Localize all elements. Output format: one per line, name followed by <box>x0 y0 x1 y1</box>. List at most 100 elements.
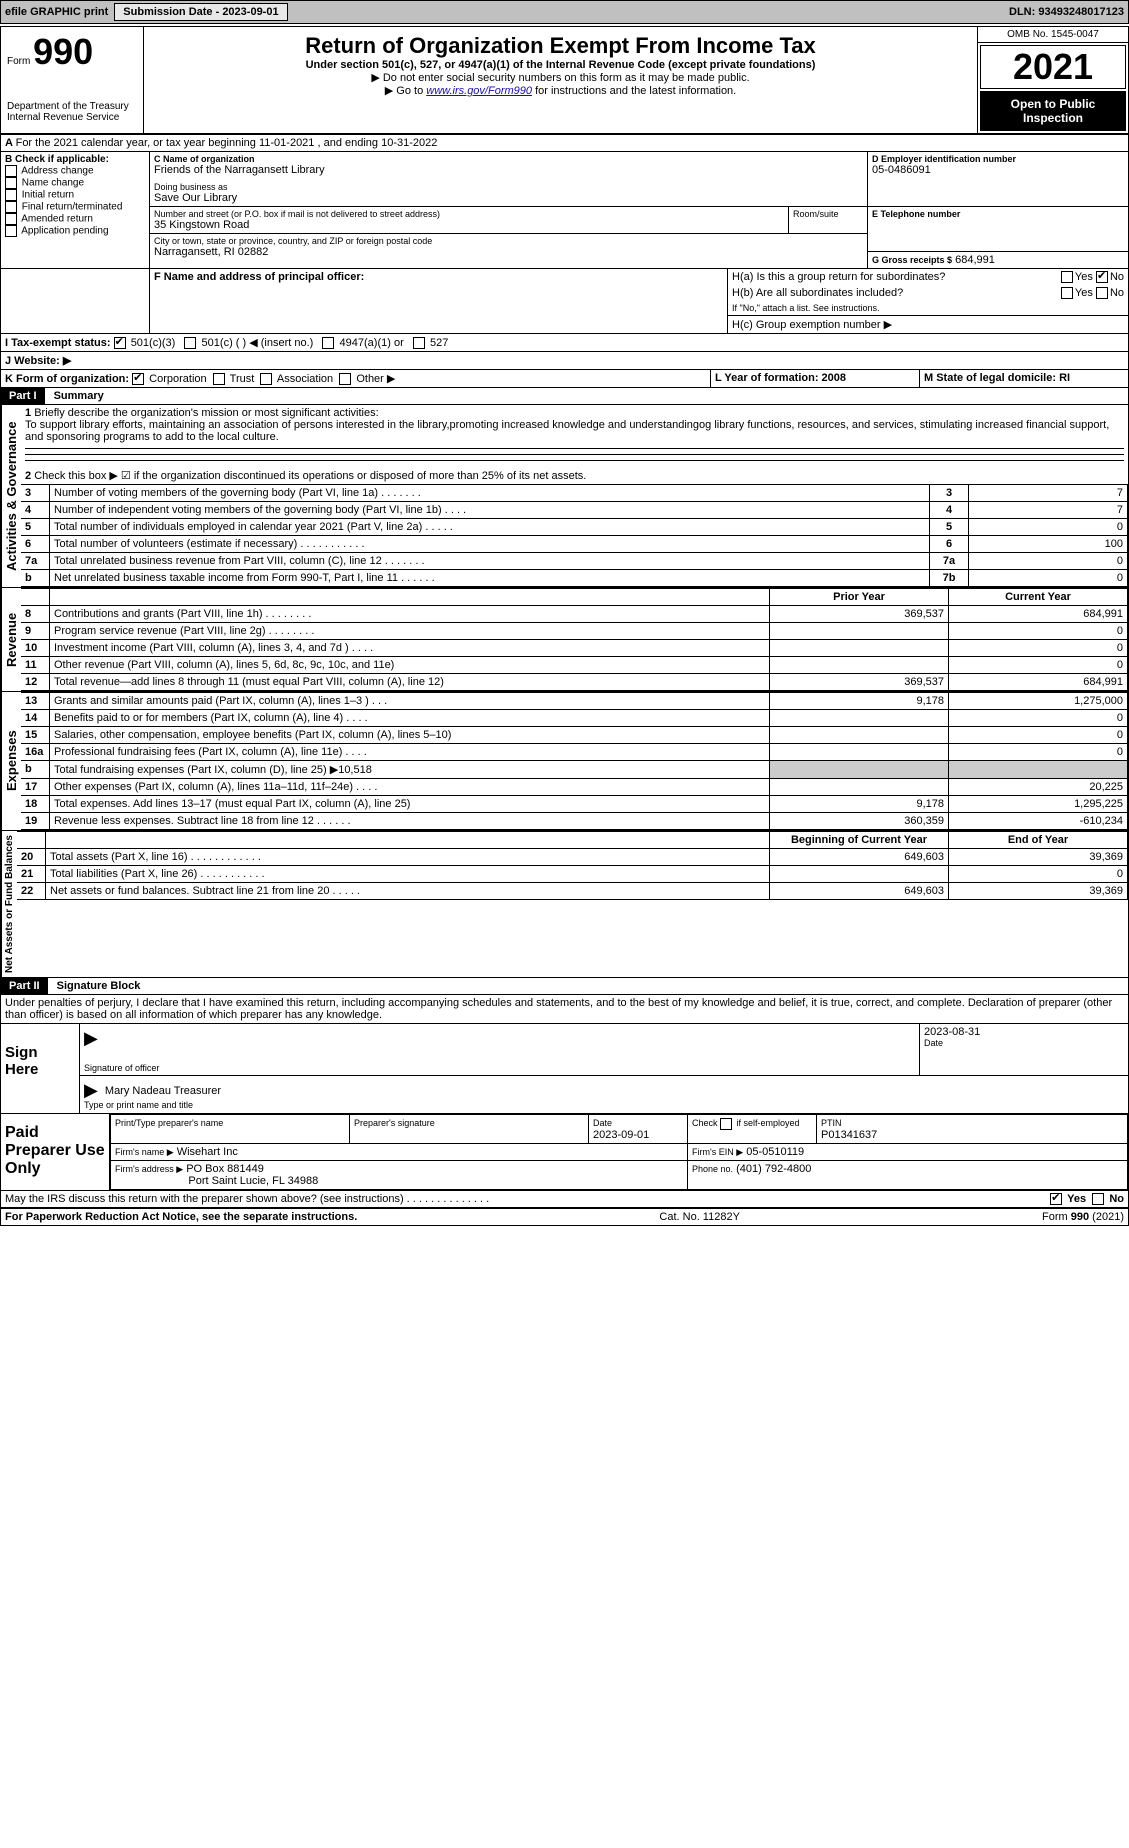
k-o4: Other ▶ <box>356 373 395 385</box>
footer-right: Form 990 (2021) <box>1042 1211 1124 1223</box>
org-info-block: B Check if applicable: Address change Na… <box>1 152 1128 269</box>
period-text: For the 2021 calendar year, or tax year … <box>16 137 438 149</box>
note1: ▶ Do not enter social security numbers o… <box>150 71 971 84</box>
table-row: 22Net assets or fund balances. Subtract … <box>17 883 1128 900</box>
amended-checkbox[interactable] <box>5 213 17 225</box>
opt-final: Final return/terminated <box>22 202 123 213</box>
part1-header-row: Part I Summary <box>1 388 1128 405</box>
table-row: 13Grants and similar amounts paid (Part … <box>21 693 1128 710</box>
footer-left: For Paperwork Reduction Act Notice, see … <box>5 1211 357 1223</box>
sig-name-label: Type or print name and title <box>84 1100 193 1110</box>
prep-date: 2023-09-01 <box>593 1129 649 1141</box>
i-o3: 4947(a)(1) or <box>340 337 404 349</box>
prep-sig-label: Preparer's signature <box>354 1118 435 1128</box>
prep-name-label: Print/Type preparer's name <box>115 1118 223 1128</box>
firm-addr-label: Firm's address ▶ <box>115 1164 183 1174</box>
hb-label: H(b) Are all subordinates included? <box>732 287 1061 299</box>
city-value: Narragansett, RI 02882 <box>154 246 863 258</box>
exp-table: 13Grants and similar amounts paid (Part … <box>21 692 1128 830</box>
self-emp-checkbox[interactable] <box>720 1118 732 1130</box>
firm-addr2: Port Saint Lucie, FL 34988 <box>188 1175 318 1187</box>
part2-title: Signature Block <box>51 978 147 994</box>
hb-no: No <box>1110 287 1124 299</box>
table-row: 7aTotal unrelated business revenue from … <box>21 553 1128 570</box>
discuss-text: May the IRS discuss this return with the… <box>5 1193 1050 1205</box>
header-left: Form 990 Department of the Treasury Inte… <box>1 27 144 133</box>
other-checkbox[interactable] <box>339 373 351 385</box>
firm-name: Wisehart Inc <box>177 1146 238 1158</box>
table-row: 10Investment income (Part VIII, column (… <box>21 640 1128 657</box>
klm-block: K Form of organization: Corporation Trus… <box>1 370 1128 388</box>
opt-amended: Amended return <box>21 214 93 225</box>
box-j: J Website: ▶ <box>1 352 1128 370</box>
open-public-badge: Open to Public Inspection <box>980 91 1126 131</box>
4947-checkbox[interactable] <box>322 337 334 349</box>
q1-body: To support library efforts, maintaining … <box>25 419 1109 443</box>
footer-mid: Cat. No. 11282Y <box>659 1211 740 1223</box>
end-year-header: End of Year <box>949 832 1128 849</box>
irs-label: Internal Revenue Service <box>7 112 137 123</box>
q1-num: 1 <box>25 407 31 419</box>
ptin-value: P01341637 <box>821 1129 877 1141</box>
header-right: OMB No. 1545-0047 2021 Open to Public In… <box>977 27 1128 133</box>
sig-date-label: Date <box>924 1038 1124 1048</box>
sig-officer-label: Signature of officer <box>84 1063 915 1073</box>
footer: For Paperwork Reduction Act Notice, see … <box>1 1208 1128 1225</box>
part2-badge: Part II <box>1 978 48 994</box>
i-label: I Tax-exempt status: <box>5 337 111 349</box>
phone-label: E Telephone number <box>872 209 1124 219</box>
table-row: 12Total revenue—add lines 8 through 11 (… <box>21 674 1128 691</box>
501c3-checkbox[interactable] <box>114 337 126 349</box>
dba-label: Doing business as <box>154 182 863 192</box>
box-c: C Name of organization Friends of the Na… <box>150 152 867 268</box>
trust-checkbox[interactable] <box>213 373 225 385</box>
firm-ein: 05-0510119 <box>746 1146 804 1158</box>
firm-addr1: PO Box 881449 <box>186 1163 264 1175</box>
box-b-label: B Check if applicable: <box>5 154 145 165</box>
corp-checkbox[interactable] <box>132 373 144 385</box>
l-label: L Year of formation: 2008 <box>715 372 846 384</box>
initial-return-checkbox[interactable] <box>5 189 17 201</box>
ha-yes-checkbox[interactable] <box>1061 271 1073 283</box>
dln-label: DLN: 93493248017123 <box>1009 6 1124 18</box>
k-o3: Association <box>277 373 333 385</box>
prep-date-label: Date <box>593 1118 612 1128</box>
gross-label: G Gross receipts $ <box>872 255 952 265</box>
prior-year-header: Prior Year <box>770 589 949 606</box>
table-row: 9Program service revenue (Part VIII, lin… <box>21 623 1128 640</box>
discuss-no: No <box>1109 1193 1124 1205</box>
room-label: Room/suite <box>793 209 863 219</box>
ein-value: 05-0486091 <box>872 164 1124 176</box>
assoc-checkbox[interactable] <box>260 373 272 385</box>
table-row: 3Number of voting members of the governi… <box>21 485 1128 502</box>
i-o1: 501(c)(3) <box>131 337 176 349</box>
501c-checkbox[interactable] <box>184 337 196 349</box>
submission-button[interactable]: Submission Date - 2023-09-01 <box>114 3 287 21</box>
opt-name-change: Name change <box>22 178 84 189</box>
part2-header-row: Part II Signature Block <box>1 978 1128 995</box>
discuss-yes-checkbox[interactable] <box>1050 1193 1062 1205</box>
hb-no-checkbox[interactable] <box>1096 287 1108 299</box>
final-return-checkbox[interactable] <box>5 201 17 213</box>
form-number: 990 <box>33 31 93 72</box>
name-change-checkbox[interactable] <box>5 177 17 189</box>
ha-label: H(a) Is this a group return for subordin… <box>732 271 1061 283</box>
discuss-no-checkbox[interactable] <box>1092 1193 1104 1205</box>
box-h: H(a) Is this a group return for subordin… <box>728 269 1128 333</box>
addr-change-checkbox[interactable] <box>5 165 17 177</box>
rev-table: Prior Year Current Year 8Contributions a… <box>21 588 1128 691</box>
app-pending-checkbox[interactable] <box>5 225 17 237</box>
ein-label: D Employer identification number <box>872 154 1124 164</box>
table-row: 14Benefits paid to or for members (Part … <box>21 710 1128 727</box>
hb-yes-checkbox[interactable] <box>1061 287 1073 299</box>
ha-no-checkbox[interactable] <box>1096 271 1108 283</box>
firm-name-label: Firm's name ▶ <box>115 1147 174 1157</box>
instructions-link[interactable]: www.irs.gov/Form990 <box>426 85 532 97</box>
org-name: Friends of the Narragansett Library <box>154 164 863 176</box>
header-mid: Return of Organization Exempt From Incom… <box>144 27 977 133</box>
527-checkbox[interactable] <box>413 337 425 349</box>
box-i: I Tax-exempt status: 501(c)(3) 501(c) ( … <box>1 334 1128 352</box>
k-o2: Trust <box>230 373 255 385</box>
tab-revenue: Revenue <box>1 588 21 691</box>
m-label: M State of legal domicile: RI <box>924 372 1070 384</box>
